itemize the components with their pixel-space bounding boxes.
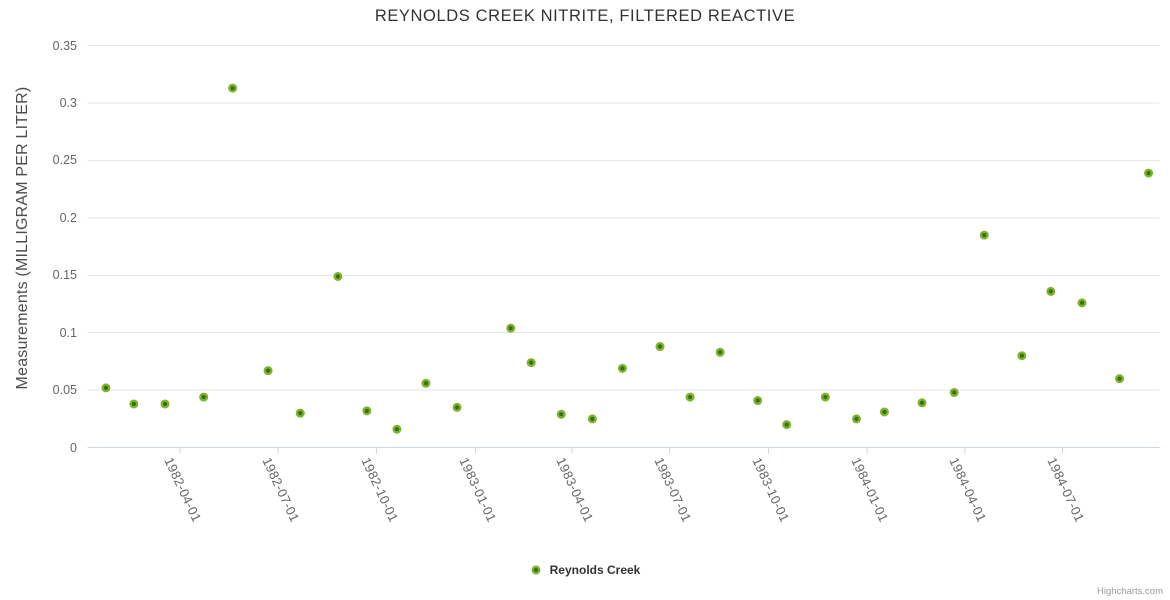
data-point[interactable] (917, 398, 927, 408)
legend-label: Reynolds Creek (549, 563, 641, 577)
data-point[interactable] (506, 323, 516, 333)
data-point[interactable] (617, 363, 627, 373)
data-point[interactable] (949, 387, 959, 397)
data-point[interactable] (263, 366, 273, 376)
highcharts-credits[interactable]: Highcharts.com (1097, 586, 1163, 597)
data-point[interactable] (556, 409, 566, 419)
data-point[interactable] (852, 414, 862, 424)
y-axis-label: 0.2 (59, 210, 77, 225)
data-point[interactable] (362, 406, 372, 416)
data-point[interactable] (295, 408, 305, 418)
data-point[interactable] (1017, 351, 1027, 361)
y-axis-label: 0.1 (59, 325, 77, 340)
data-point[interactable] (199, 392, 209, 402)
data-point[interactable] (782, 420, 792, 430)
data-point[interactable] (685, 392, 695, 402)
data-point[interactable] (129, 399, 139, 409)
data-point[interactable] (1144, 168, 1154, 178)
data-point[interactable] (753, 396, 763, 406)
data-point[interactable] (421, 378, 431, 388)
data-point[interactable] (452, 402, 462, 412)
data-point[interactable] (101, 383, 111, 393)
data-point[interactable] (879, 407, 889, 417)
data-point[interactable] (392, 424, 402, 434)
data-point[interactable] (1077, 298, 1087, 308)
y-axis-label: 0.05 (52, 383, 77, 398)
data-point[interactable] (333, 271, 343, 281)
data-point[interactable] (228, 83, 238, 93)
legend-item[interactable]: Reynolds Creek (0, 561, 1170, 579)
data-point[interactable] (587, 414, 597, 424)
y-axis-label: 0.25 (52, 153, 77, 168)
y-axis-label: 0 (70, 440, 77, 455)
y-axis-label: 0.3 (59, 96, 77, 111)
y-axis-label: 0.15 (52, 268, 77, 283)
data-point[interactable] (1046, 286, 1056, 296)
data-point[interactable] (715, 347, 725, 357)
data-point[interactable] (655, 342, 665, 352)
page-title: REYNOLDS CREEK NITRITE, FILTERED REACTIV… (374, 7, 796, 25)
data-point[interactable] (979, 230, 989, 240)
legend-marker-icon (531, 565, 541, 575)
data-point[interactable] (526, 358, 536, 368)
data-point[interactable] (1115, 374, 1125, 384)
data-point[interactable] (820, 392, 830, 402)
data-point[interactable] (160, 399, 170, 409)
y-axis-label: 0.35 (52, 38, 77, 53)
